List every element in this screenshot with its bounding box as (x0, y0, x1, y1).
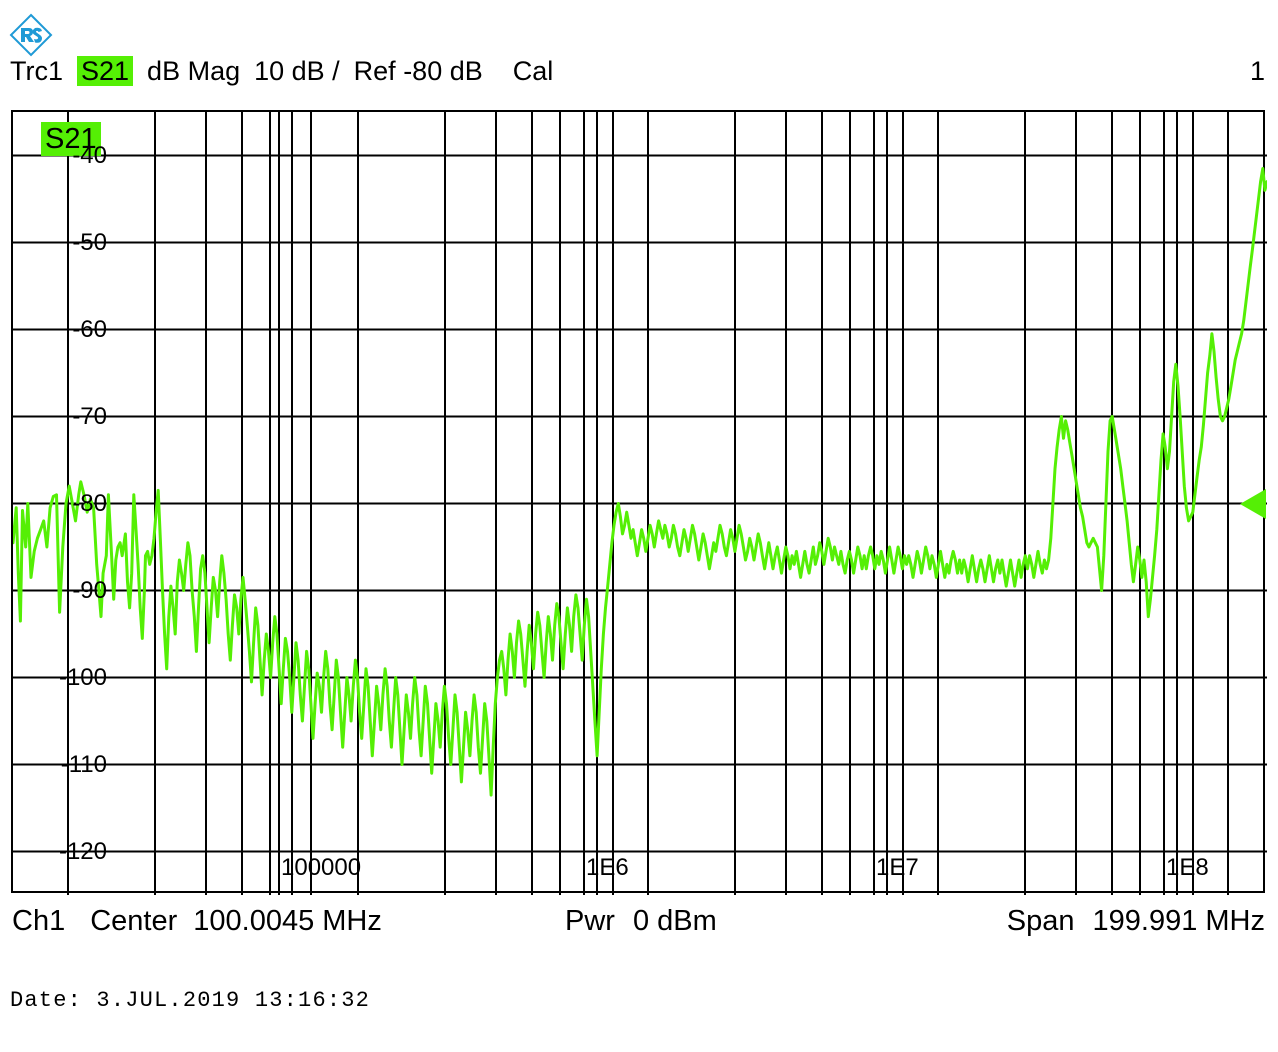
span-label[interactable]: Span (1006, 905, 1075, 937)
horizontal-gridlines (13, 154, 1267, 853)
channel-number-label: 1 (1249, 55, 1265, 86)
power-value[interactable]: 0 dBm (632, 905, 717, 937)
grid-and-trace (13, 112, 1267, 895)
trace-parameter-badge[interactable]: S21 (77, 56, 134, 86)
channel-settings-span[interactable]: Span 199.991 MHz (1007, 905, 1265, 938)
x-axis-label-2: 1E7 (876, 854, 919, 881)
y-axis-label-1: -50 (72, 228, 107, 256)
power-label[interactable]: Pwr (565, 905, 615, 937)
trace-format-label[interactable]: dB Mag (147, 55, 241, 86)
diagram-area[interactable]: S21 -40 -50 -60 -70 -80 -90 -100 -110 -1… (11, 110, 1268, 895)
span-value[interactable]: 199.991 MHz (1092, 905, 1266, 937)
rohde-schwarz-logo-icon (8, 12, 54, 58)
calibration-status-label[interactable]: Cal (512, 55, 554, 86)
timestamp-label: Date: 3.JUL.2019 13:16:32 (10, 988, 371, 1013)
center-value[interactable]: 100.0045 MHz (193, 905, 382, 937)
y-axis-label-3: -70 (72, 402, 107, 430)
center-label[interactable]: Center (90, 905, 178, 937)
channel-settings-left[interactable]: Ch1 Center 100.0045 MHz (12, 905, 382, 938)
channel-label[interactable]: Ch1 (12, 905, 66, 937)
y-axis-label-6: -100 (58, 663, 107, 691)
reference-position-marker-icon[interactable] (1238, 487, 1268, 526)
trace-name-label[interactable]: Trc1 (10, 55, 63, 86)
y-axis-label-4: -80 (72, 489, 107, 517)
trace-reference-label[interactable]: Ref -80 dB (353, 55, 483, 86)
trace-scale-label[interactable]: 10 dB / (254, 55, 340, 86)
y-axis-label-5: -90 (72, 576, 107, 604)
channel-settings-power[interactable]: Pwr 0 dBm (565, 905, 717, 938)
measurement-trace (13, 167, 1267, 797)
y-axis-label-2: -60 (72, 315, 107, 343)
channel-settings-bar: Ch1 Center 100.0045 MHz Pwr 0 dBm Span 199.9… (0, 905, 1278, 947)
y-axis-label-0: -40 (72, 141, 107, 169)
x-axis-label-0: 100000 (281, 854, 362, 881)
x-axis-label-3: 1E8 (1166, 854, 1209, 881)
diagram-trace-badge[interactable]: S21 (41, 122, 101, 156)
y-axis-label-8: -120 (58, 837, 107, 865)
trace-info-line: Trc1 S21 dB Mag 10 dB / Ref -80 dB Cal (10, 55, 567, 87)
x-axis-label-1: 1E6 (586, 854, 629, 881)
y-axis-label-7: -110 (60, 750, 107, 778)
